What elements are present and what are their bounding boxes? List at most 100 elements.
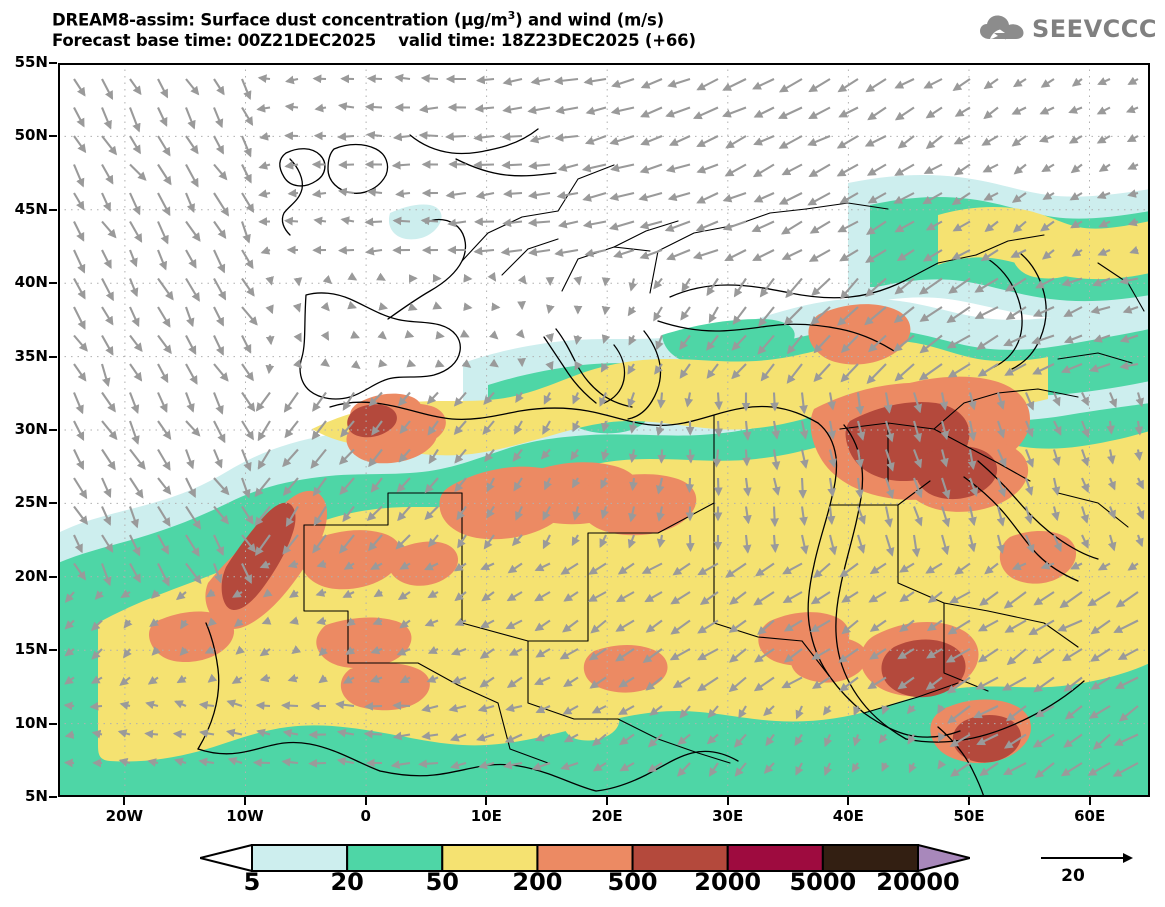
wind-arrow bbox=[391, 160, 411, 170]
wind-arrow bbox=[1129, 245, 1140, 255]
colorbar-over-arrow[interactable] bbox=[917, 844, 970, 872]
colorbar-segment[interactable] bbox=[441, 844, 539, 872]
map-canvas[interactable] bbox=[58, 63, 1150, 797]
wind-arrow bbox=[157, 306, 171, 328]
wind-arrow bbox=[310, 448, 327, 469]
y-tick-mark bbox=[49, 62, 57, 64]
wind-arrow bbox=[864, 135, 887, 147]
wind-arrow bbox=[101, 306, 114, 326]
wind-arrow bbox=[951, 192, 971, 206]
wind-arrow bbox=[343, 561, 355, 570]
wind-arrow bbox=[557, 163, 579, 172]
wind-arrow bbox=[1012, 220, 1027, 233]
wind-arrow bbox=[73, 277, 86, 300]
wind-arrow bbox=[941, 506, 951, 528]
wind-arrow bbox=[259, 560, 271, 569]
wind-arrow bbox=[473, 160, 495, 170]
wind-arrow bbox=[813, 562, 831, 579]
wind-arrow bbox=[1107, 534, 1117, 552]
wind-arrow bbox=[265, 275, 274, 286]
colorbar-segment[interactable] bbox=[631, 844, 729, 872]
wind-arrow bbox=[64, 619, 75, 630]
wind-arrow bbox=[1135, 534, 1144, 548]
wind-arrow bbox=[157, 249, 168, 271]
wind-arrow bbox=[894, 220, 915, 233]
wind-arrow bbox=[618, 705, 635, 716]
wind-arrow bbox=[90, 675, 103, 684]
wind-arrow bbox=[119, 701, 131, 710]
colorbar-tick-label: 2000 bbox=[694, 868, 762, 896]
wind-arrow bbox=[476, 733, 495, 742]
wind-arrow bbox=[213, 392, 224, 415]
wind-arrow bbox=[543, 477, 552, 491]
wind-arrow bbox=[456, 505, 467, 521]
wind-arrow bbox=[101, 249, 112, 270]
colorbar-swatches[interactable] bbox=[200, 843, 970, 873]
wind-arrow bbox=[982, 163, 999, 173]
wind-arrow bbox=[185, 78, 200, 96]
wind-arrow bbox=[753, 106, 775, 118]
wind-arrow bbox=[1090, 619, 1111, 635]
colorbar-tick-label: 50 bbox=[425, 868, 459, 896]
wind-arrow bbox=[925, 135, 943, 150]
wind-arrow bbox=[427, 589, 439, 599]
wind-arrow bbox=[369, 674, 383, 683]
wind-arrow bbox=[1070, 561, 1083, 570]
wind-arrow bbox=[753, 591, 775, 606]
wind-arrow bbox=[912, 392, 923, 414]
colorbar[interactable] bbox=[200, 843, 970, 873]
wind-arrow bbox=[940, 449, 949, 468]
wind-arrow bbox=[759, 277, 775, 298]
wind-arrow bbox=[728, 676, 747, 693]
wind-arrow bbox=[255, 391, 271, 412]
wind-arrow bbox=[939, 392, 949, 411]
wind-arrow bbox=[213, 534, 224, 556]
wind-arrow bbox=[894, 78, 915, 89]
wind-arrow bbox=[252, 758, 271, 768]
forecast-map[interactable] bbox=[58, 63, 1150, 797]
wind-arrow bbox=[1035, 277, 1055, 289]
wind-arrow bbox=[600, 449, 610, 462]
wind-arrow bbox=[952, 78, 971, 91]
wind-arrow bbox=[241, 505, 254, 525]
wind-arrow bbox=[707, 705, 719, 719]
wind-arrow bbox=[978, 648, 999, 663]
wind-arrow bbox=[345, 646, 356, 655]
wind-arrow bbox=[101, 78, 114, 100]
colorbar-segment[interactable] bbox=[726, 844, 824, 872]
wind-arrow bbox=[601, 305, 611, 316]
colorbar-segment[interactable] bbox=[821, 844, 919, 872]
colorbar-segment[interactable] bbox=[346, 844, 444, 872]
wind-arrow bbox=[799, 506, 808, 526]
wind-arrow bbox=[925, 106, 943, 119]
wind-arrow bbox=[922, 249, 943, 262]
wind-arrow bbox=[513, 420, 523, 435]
y-tick-label: 15N bbox=[14, 640, 48, 659]
wind-arrow bbox=[729, 591, 747, 605]
wind-arrow bbox=[668, 135, 691, 146]
x-tick-mark bbox=[485, 797, 488, 805]
wind-arrow bbox=[641, 562, 663, 574]
wind-arrow bbox=[642, 648, 663, 663]
wind-arrow bbox=[157, 363, 169, 384]
wind-arrow bbox=[554, 133, 579, 142]
wind-arrow bbox=[582, 219, 607, 229]
wind-arrow bbox=[665, 163, 691, 173]
x-tick-label: 20E bbox=[591, 807, 623, 825]
wind-arrow bbox=[757, 619, 775, 635]
wind-arrow bbox=[724, 249, 747, 262]
wind-arrow bbox=[475, 190, 495, 200]
wind-arrow bbox=[838, 106, 859, 118]
wind-arrow bbox=[185, 392, 195, 413]
wind-arrow bbox=[129, 562, 141, 584]
wind-arrow bbox=[980, 249, 999, 262]
wind-arrow bbox=[913, 449, 923, 469]
wind-arrow bbox=[1063, 733, 1083, 748]
wind-arrow bbox=[742, 534, 752, 554]
wind-arrow bbox=[505, 703, 523, 713]
wind-arrow bbox=[1039, 106, 1055, 115]
wind-arrow bbox=[1005, 705, 1027, 722]
x-tick-mark bbox=[726, 797, 729, 805]
wind-arrow bbox=[542, 534, 551, 550]
wind-arrow bbox=[666, 249, 691, 261]
